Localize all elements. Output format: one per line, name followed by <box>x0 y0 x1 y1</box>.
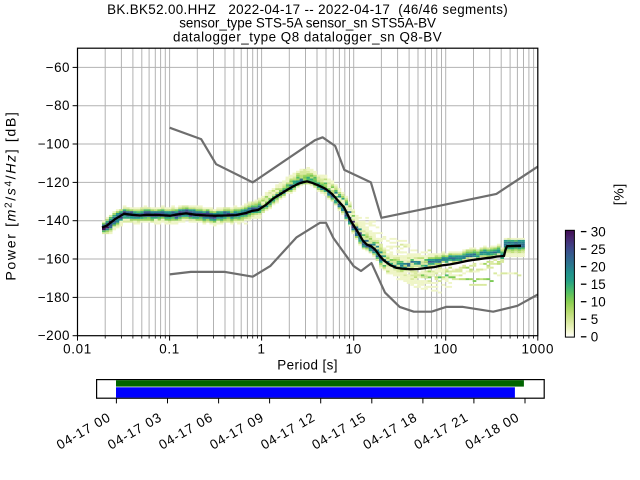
svg-text:−160: −160 <box>38 252 70 267</box>
svg-text:20: 20 <box>591 259 606 274</box>
svg-text:−80: −80 <box>46 98 70 113</box>
svg-text:BK.BK52.00.HHZ 2022-04-17 --: BK.BK52.00.HHZ 2022-04-17 -- 2022-04-17 … <box>107 2 508 17</box>
svg-text:−140: −140 <box>38 213 70 228</box>
svg-text:−180: −180 <box>38 290 70 305</box>
svg-text:5: 5 <box>591 312 598 327</box>
svg-text:100: 100 <box>433 342 457 357</box>
svg-text:Power [m2/s4/Hz] [dB]: Power [m2/s4/Hz] [dB] <box>4 111 20 281</box>
svg-text:0: 0 <box>591 330 598 345</box>
svg-text:1000: 1000 <box>522 342 555 357</box>
svg-text:10: 10 <box>346 342 362 357</box>
svg-text:15: 15 <box>591 277 606 292</box>
svg-text:1: 1 <box>258 342 266 357</box>
svg-text:−200: −200 <box>38 328 70 343</box>
svg-text:[%]: [%] <box>611 183 627 205</box>
svg-text:10: 10 <box>591 294 606 309</box>
svg-text:25: 25 <box>591 242 606 257</box>
svg-text:0.1: 0.1 <box>159 342 180 357</box>
svg-text:−120: −120 <box>38 175 70 190</box>
svg-text:Period [s]: Period [s] <box>277 358 338 373</box>
svg-text:0.01: 0.01 <box>63 342 92 357</box>
svg-text:−60: −60 <box>46 60 70 75</box>
svg-text:30: 30 <box>591 224 606 239</box>
svg-text:datalogger_type Q8 datalogger_: datalogger_type Q8 datalogger_sn Q8-BV <box>173 29 442 44</box>
svg-text:−100: −100 <box>38 137 70 152</box>
svg-text:sensor_type STS-5A sensor_sn S: sensor_type STS-5A sensor_sn STS5A-BV <box>179 16 436 31</box>
